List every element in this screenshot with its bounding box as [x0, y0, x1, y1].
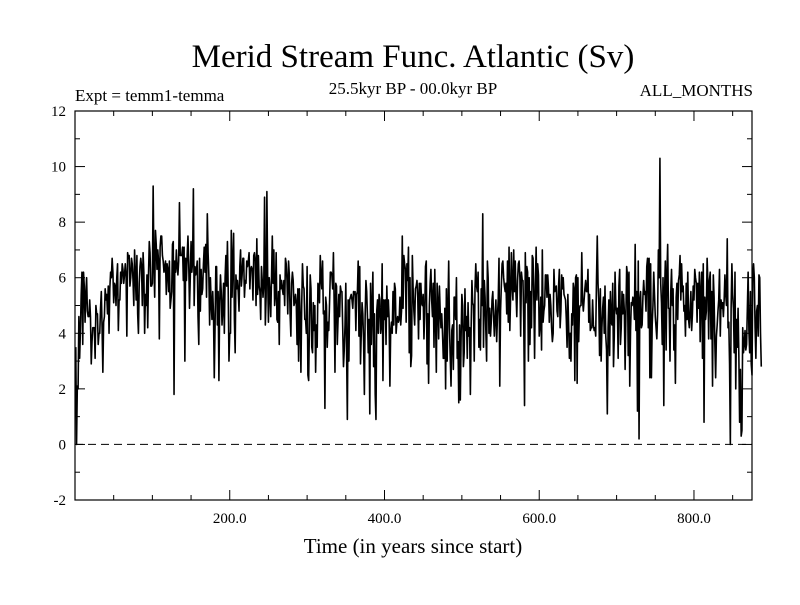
y-tick-label: 8 [59, 215, 67, 231]
chart-title: Merid Stream Func. Atlantic (Sv) [192, 39, 635, 75]
y-tick-label: 2 [59, 382, 67, 398]
y-tick-label: 6 [59, 271, 67, 287]
plot-area: -2 0 2 4 6 8 10 12 200.0 400.0 600.0 800.0 [51, 104, 763, 527]
y-tick-label: 4 [59, 326, 67, 342]
months-label: ALL_MONTHS [640, 81, 753, 100]
series-line-0 [74, 157, 763, 446]
x-axis-label: Time (in years since start) [304, 534, 523, 558]
y-tick-label: -2 [54, 493, 67, 509]
x-tick-label: 800.0 [677, 511, 711, 527]
x-tick-label: 400.0 [368, 511, 402, 527]
plot-frame [74, 110, 753, 501]
x-tick-label: 200.0 [213, 511, 247, 527]
time-range-subtitle: 25.5kyr BP - 00.0kyr BP [329, 79, 497, 98]
y-tick-label: 12 [51, 104, 66, 120]
experiment-label: Expt = temm1-temma [75, 86, 225, 105]
y-tick-label: 0 [59, 437, 67, 453]
x-tick-label: 600.0 [522, 511, 556, 527]
y-tick-label: 10 [51, 160, 66, 176]
